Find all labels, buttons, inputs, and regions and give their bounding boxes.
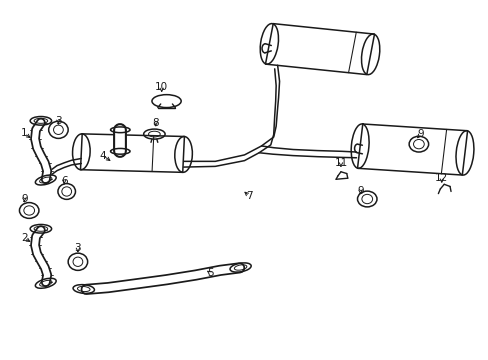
- Text: 10: 10: [155, 82, 168, 93]
- Text: 9: 9: [356, 186, 363, 196]
- Text: 3: 3: [75, 243, 81, 253]
- Text: 6: 6: [61, 176, 67, 186]
- Text: 8: 8: [152, 118, 159, 128]
- Text: 2: 2: [21, 233, 28, 243]
- Text: 4: 4: [100, 150, 106, 161]
- Text: 9: 9: [417, 129, 423, 139]
- Text: 1: 1: [21, 129, 28, 138]
- Text: 7: 7: [245, 191, 252, 201]
- Text: 12: 12: [434, 173, 447, 183]
- Text: 9: 9: [21, 194, 28, 204]
- Text: 11: 11: [334, 158, 347, 168]
- Text: 3: 3: [55, 116, 61, 126]
- Text: 5: 5: [206, 268, 213, 278]
